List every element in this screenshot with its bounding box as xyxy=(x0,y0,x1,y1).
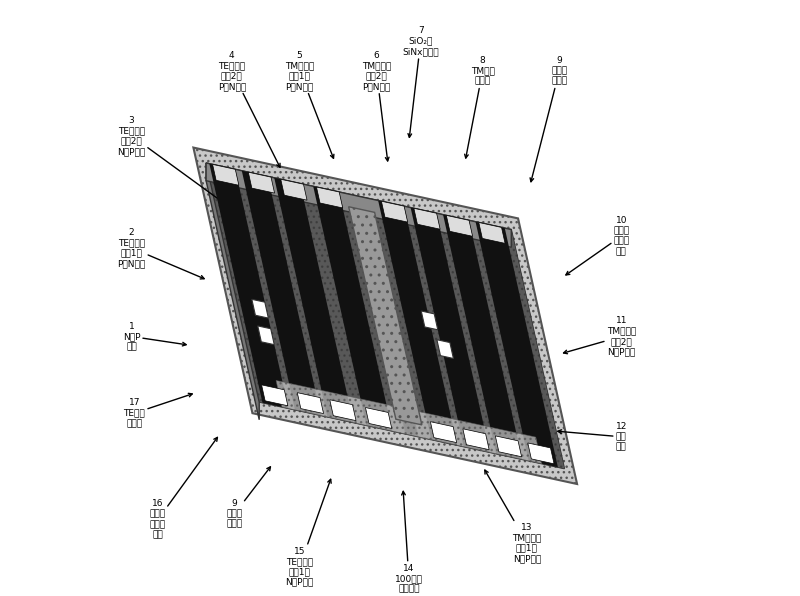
Text: 8
TM偏振
探测器: 8 TM偏振 探测器 xyxy=(465,56,494,158)
Polygon shape xyxy=(274,178,354,423)
Polygon shape xyxy=(366,408,392,429)
Polygon shape xyxy=(252,299,268,318)
Polygon shape xyxy=(206,163,259,420)
Polygon shape xyxy=(206,163,406,434)
Text: 7
SiO₂或
SiNx绝缘层: 7 SiO₂或 SiNx绝缘层 xyxy=(402,26,439,137)
Text: 9
交流隔
离电阻: 9 交流隔 离电阻 xyxy=(226,467,270,529)
Text: 14
100欧姆
负载电阻: 14 100欧姆 负载电阻 xyxy=(395,491,423,594)
Text: 3
TE偏振探
测器2的
N或P电极: 3 TE偏振探 测器2的 N或P电极 xyxy=(118,116,226,204)
Polygon shape xyxy=(210,164,289,408)
Text: 13
TM偏振探
测器1的
N或P电极: 13 TM偏振探 测器1的 N或P电极 xyxy=(485,470,542,563)
Polygon shape xyxy=(206,163,564,468)
Polygon shape xyxy=(206,163,511,247)
Polygon shape xyxy=(495,436,522,457)
Polygon shape xyxy=(281,179,307,200)
Text: 1
N或P
衬底: 1 N或P 衬底 xyxy=(122,322,186,352)
Polygon shape xyxy=(298,393,323,414)
Polygon shape xyxy=(349,207,422,425)
Polygon shape xyxy=(330,400,356,421)
Polygon shape xyxy=(463,429,489,449)
Text: 6
TM偏振探
测器2的
P或N电极: 6 TM偏振探 测器2的 P或N电极 xyxy=(362,51,391,161)
Polygon shape xyxy=(194,148,577,484)
Text: 15
TE偏振探
测器1的
N或P电极: 15 TE偏振探 测器1的 N或P电极 xyxy=(286,479,331,587)
Text: 10
直流偏
置电压
电极: 10 直流偏 置电压 电极 xyxy=(566,216,630,275)
Polygon shape xyxy=(258,326,274,344)
Polygon shape xyxy=(430,422,457,443)
Polygon shape xyxy=(365,198,564,468)
Polygon shape xyxy=(317,187,342,208)
Polygon shape xyxy=(262,385,288,406)
Polygon shape xyxy=(242,171,321,415)
Text: 4
TE偏振探
测器2的
P或N电极: 4 TE偏振探 测器2的 P或N电极 xyxy=(218,51,280,167)
Text: 11
TM偏振探
测器2的
N或P电极: 11 TM偏振探 测器2的 N或P电极 xyxy=(563,316,636,356)
Polygon shape xyxy=(248,172,274,193)
Text: 16
直流偏
置电压
电极: 16 直流偏 置电压 电极 xyxy=(150,437,218,539)
Polygon shape xyxy=(382,201,408,222)
Text: 9
交流隔
离电阻: 9 交流隔 离电阻 xyxy=(530,56,567,182)
Text: 5
TM偏振探
测器1的
P或N电极: 5 TM偏振探 测器1的 P或N电极 xyxy=(285,51,334,159)
Polygon shape xyxy=(213,164,239,185)
Text: 17
TE偏振
探测器: 17 TE偏振 探测器 xyxy=(123,393,192,428)
Polygon shape xyxy=(314,187,392,431)
Polygon shape xyxy=(446,215,473,236)
Polygon shape xyxy=(437,340,454,358)
Polygon shape xyxy=(475,222,558,467)
Polygon shape xyxy=(479,222,505,243)
Polygon shape xyxy=(410,207,490,452)
Polygon shape xyxy=(422,311,438,330)
Polygon shape xyxy=(378,200,458,445)
Polygon shape xyxy=(528,443,554,464)
Text: 2
TE偏振探
测器1的
P或N电极: 2 TE偏振探 测器1的 P或N电极 xyxy=(118,228,204,279)
Polygon shape xyxy=(443,215,522,460)
Polygon shape xyxy=(414,209,440,229)
Polygon shape xyxy=(276,380,542,464)
Text: 12
片上
电容: 12 片上 电容 xyxy=(558,422,627,452)
